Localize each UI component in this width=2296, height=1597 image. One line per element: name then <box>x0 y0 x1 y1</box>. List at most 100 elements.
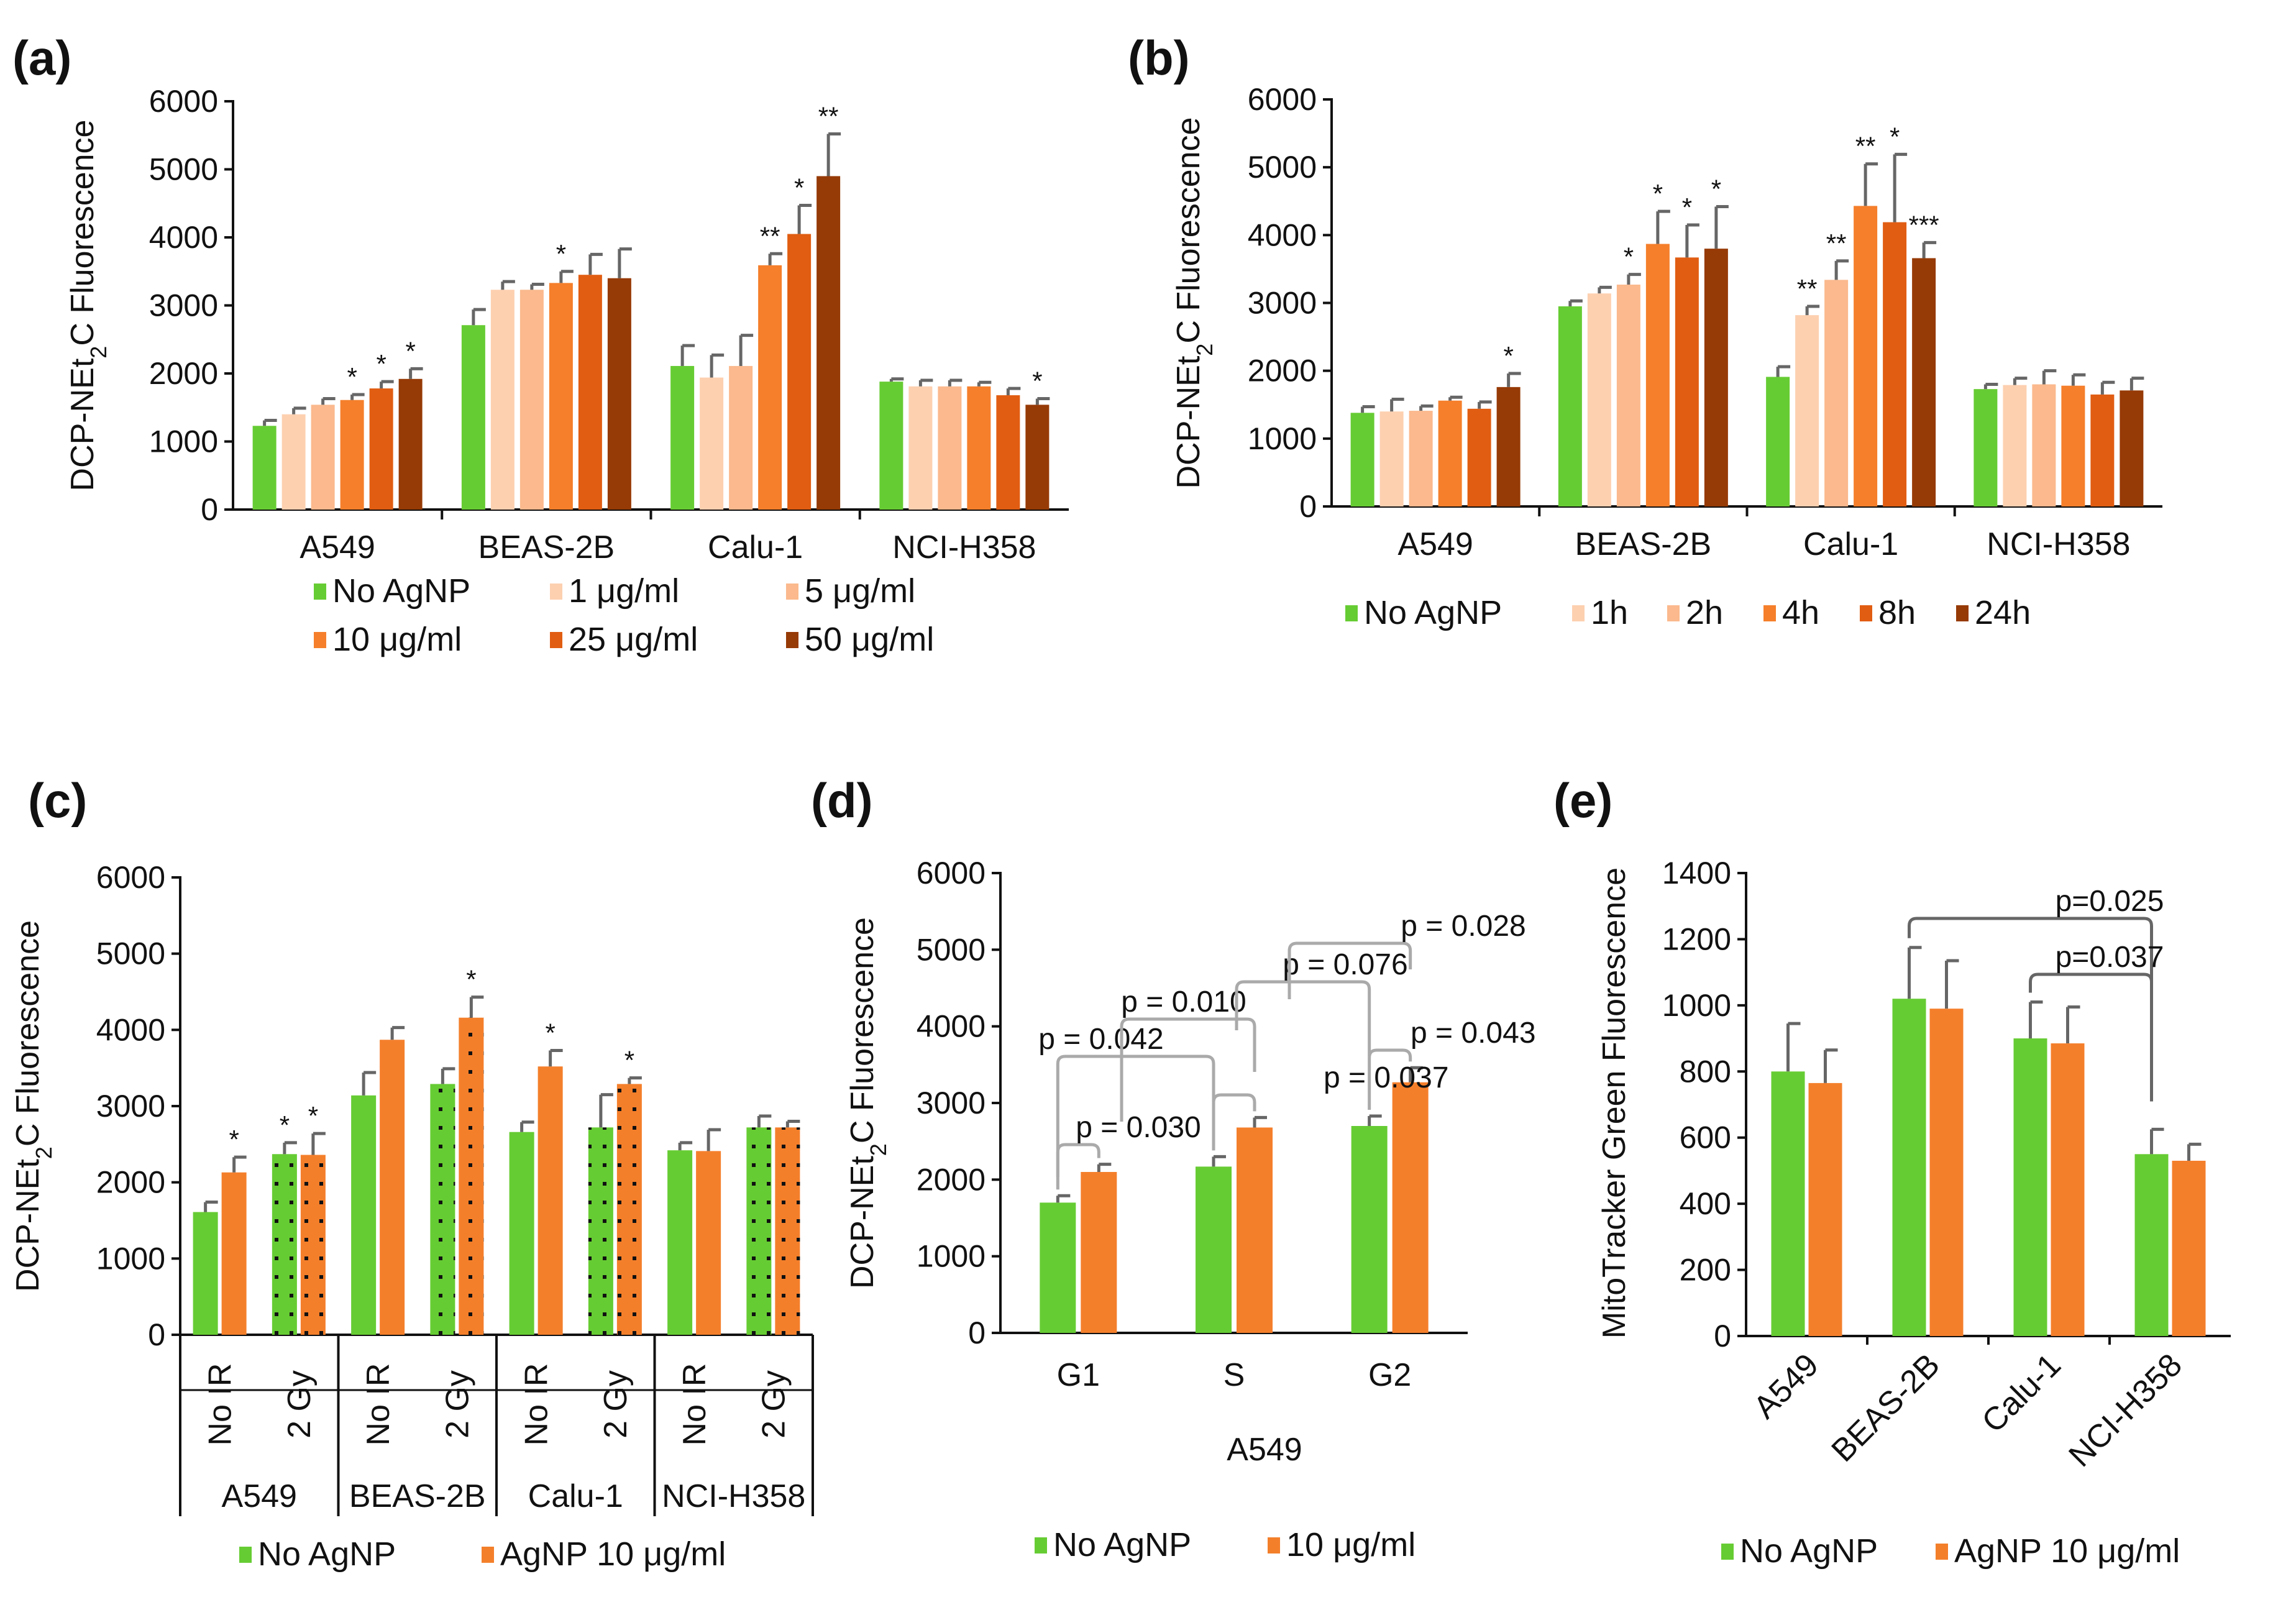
chart-e-p-value: p=0.025 <box>2056 885 2164 918</box>
chart-a-y-tick-label: 5000 <box>149 152 218 187</box>
chart-c-significance: * <box>545 1018 555 1047</box>
chart-e-y-tick-label: 800 <box>1680 1054 1731 1089</box>
chart-e-bar <box>1771 1071 1805 1336</box>
chart-b-legend-label: 1h <box>1591 594 1628 631</box>
chart-a-legend-label: 1 μg/ml <box>569 572 679 610</box>
chart-e-category-label: A549 <box>1747 1347 1826 1425</box>
chart-c-y-tick-label: 5000 <box>96 936 165 971</box>
chart-a-bar <box>967 386 991 510</box>
panel-e-label: (e) <box>1553 773 1612 828</box>
chart-a-category-label: Calu-1 <box>708 529 803 565</box>
chart-b-bar <box>1974 389 1998 506</box>
chart-a-significance: * <box>376 349 386 378</box>
chart-a-legend-label: 25 μg/ml <box>569 621 698 658</box>
chart-c-bar <box>537 1066 563 1335</box>
chart-e-bar <box>2134 1154 2169 1336</box>
chart-d-category-label: G2 <box>1368 1357 1411 1393</box>
chart-d-bar <box>1196 1166 1232 1333</box>
chart-b-bar <box>1795 315 1819 506</box>
chart-b-legend-label: No AgNP <box>1364 594 1502 631</box>
chart-e-bar <box>1892 999 1926 1336</box>
chart-b-bar <box>1912 258 1936 506</box>
chart-a-bar <box>938 386 962 510</box>
panel-d-label: (d) <box>811 773 873 828</box>
chart-c-bar <box>221 1172 247 1335</box>
chart-b-bar <box>1438 400 1462 506</box>
chart-a-y-tick-label: 0 <box>201 492 218 527</box>
chart-d-category-label: G1 <box>1057 1357 1100 1393</box>
chart-e-bar <box>2013 1038 2047 1336</box>
chart-e-category-label: BEAS-2B <box>1825 1347 1947 1468</box>
chart-b-significance: * <box>1682 193 1692 222</box>
panel-b-label: (b) <box>1128 30 1190 85</box>
chart-c-bar <box>351 1095 377 1335</box>
chart-e-y-tick-label: 200 <box>1680 1253 1731 1288</box>
chart-c-y-tick-label: 2000 <box>96 1165 165 1200</box>
chart-d-legend-swatch <box>1268 1537 1280 1554</box>
chart-a-y-tick-label: 3000 <box>149 288 218 323</box>
chart-b-legend-swatch <box>1860 605 1872 621</box>
chart-c-bar-hatch <box>459 1017 484 1335</box>
chart-a-bar <box>996 395 1020 510</box>
chart-d-p-value: p = 0.043 <box>1411 1017 1536 1050</box>
chart-b-bar <box>1616 285 1640 506</box>
chart-a-legend-swatch <box>314 632 326 648</box>
chart-b-y-tick-label: 2000 <box>1248 354 1317 388</box>
chart-c-bar-hatch <box>588 1127 613 1335</box>
chart-a-y-tick-label: 6000 <box>149 84 218 119</box>
chart-b-y-tick-label: 0 <box>1299 489 1317 524</box>
chart-a-bar <box>549 283 573 510</box>
chart-b-significance: *** <box>1909 210 1939 239</box>
chart-e-legend-label: No AgNP <box>1740 1532 1878 1570</box>
chart-a-bar <box>879 382 903 510</box>
chart-c-subcategory-label: 2 Gy <box>598 1370 634 1439</box>
chart-a-category-label: A549 <box>300 529 375 565</box>
chart-a: 0 1000 2000 3000 4000 5000 6000 DCP-NEt2C Fluor… <box>65 84 1069 658</box>
chart-b-y-tick-label: 3000 <box>1248 286 1317 321</box>
chart-a-y-label: DCP-NEt2C Fluorescence <box>65 120 111 492</box>
chart-b-bar <box>1496 387 1521 506</box>
chart-b-legend-label: 24h <box>1975 594 2031 631</box>
chart-e-bracket <box>1908 917 2153 1102</box>
chart-e-p-value: p=0.037 <box>2056 941 2164 974</box>
chart-e-bar <box>1929 1009 1964 1336</box>
chart-e-y-tick-label: 0 <box>1714 1319 1731 1353</box>
chart-c-subcategory-label: No IR <box>677 1363 713 1446</box>
chart-d-legend-label: No AgNP <box>1053 1526 1191 1563</box>
chart-c-bar <box>380 1040 405 1335</box>
chart-a-legend-swatch <box>550 632 562 648</box>
chart-e-y-tick-label: 1200 <box>1662 922 1731 956</box>
chart-b-legend-label: 4h <box>1782 594 1819 631</box>
chart-b-bar <box>2032 384 2056 506</box>
chart-a-category-label: BEAS-2B <box>478 529 615 565</box>
panel-c-label: (c) <box>28 773 87 828</box>
chart-d-y-tick-label: 0 <box>968 1316 986 1350</box>
chart-a-bar <box>908 386 933 510</box>
chart-b-legend-swatch <box>1667 605 1680 621</box>
chart-a-bar <box>700 377 724 510</box>
chart-c-y-tick-label: 1000 <box>96 1241 165 1276</box>
chart-b-significance: * <box>1890 122 1900 151</box>
chart-c-bar-hatch <box>775 1127 800 1335</box>
chart-b-significance: ** <box>1855 132 1876 161</box>
chart-a-bar <box>281 414 306 510</box>
chart-c-bar <box>667 1150 693 1335</box>
chart-d-legend-swatch <box>1035 1537 1047 1554</box>
chart-b-bar <box>1379 411 1404 506</box>
chart-c-bar-hatch <box>746 1127 772 1335</box>
chart-b-legend-swatch <box>1956 605 1969 621</box>
chart-b-bar <box>1824 280 1849 506</box>
chart-b-category-label: A549 <box>1397 526 1473 562</box>
chart-b-legend-swatch <box>1572 605 1585 621</box>
chart-c-y-tick-label: 3000 <box>96 1089 165 1123</box>
chart-a-significance: * <box>405 336 415 365</box>
chart-c-y-tick-label: 6000 <box>96 860 165 895</box>
chart-e-bar <box>2172 1160 2206 1336</box>
chart-d-y-tick-label: 6000 <box>917 856 986 890</box>
chart-a-bar <box>519 290 544 510</box>
chart-c: 0 1000 2000 3000 4000 5000 6000 DCP-NEt2C Fluor… <box>10 860 814 1573</box>
chart-b-legend-swatch <box>1345 605 1358 621</box>
chart-c-y-tick-label: 4000 <box>96 1012 165 1047</box>
chart-d-y-tick-label: 4000 <box>917 1009 986 1044</box>
chart-b-bar <box>1704 249 1728 506</box>
